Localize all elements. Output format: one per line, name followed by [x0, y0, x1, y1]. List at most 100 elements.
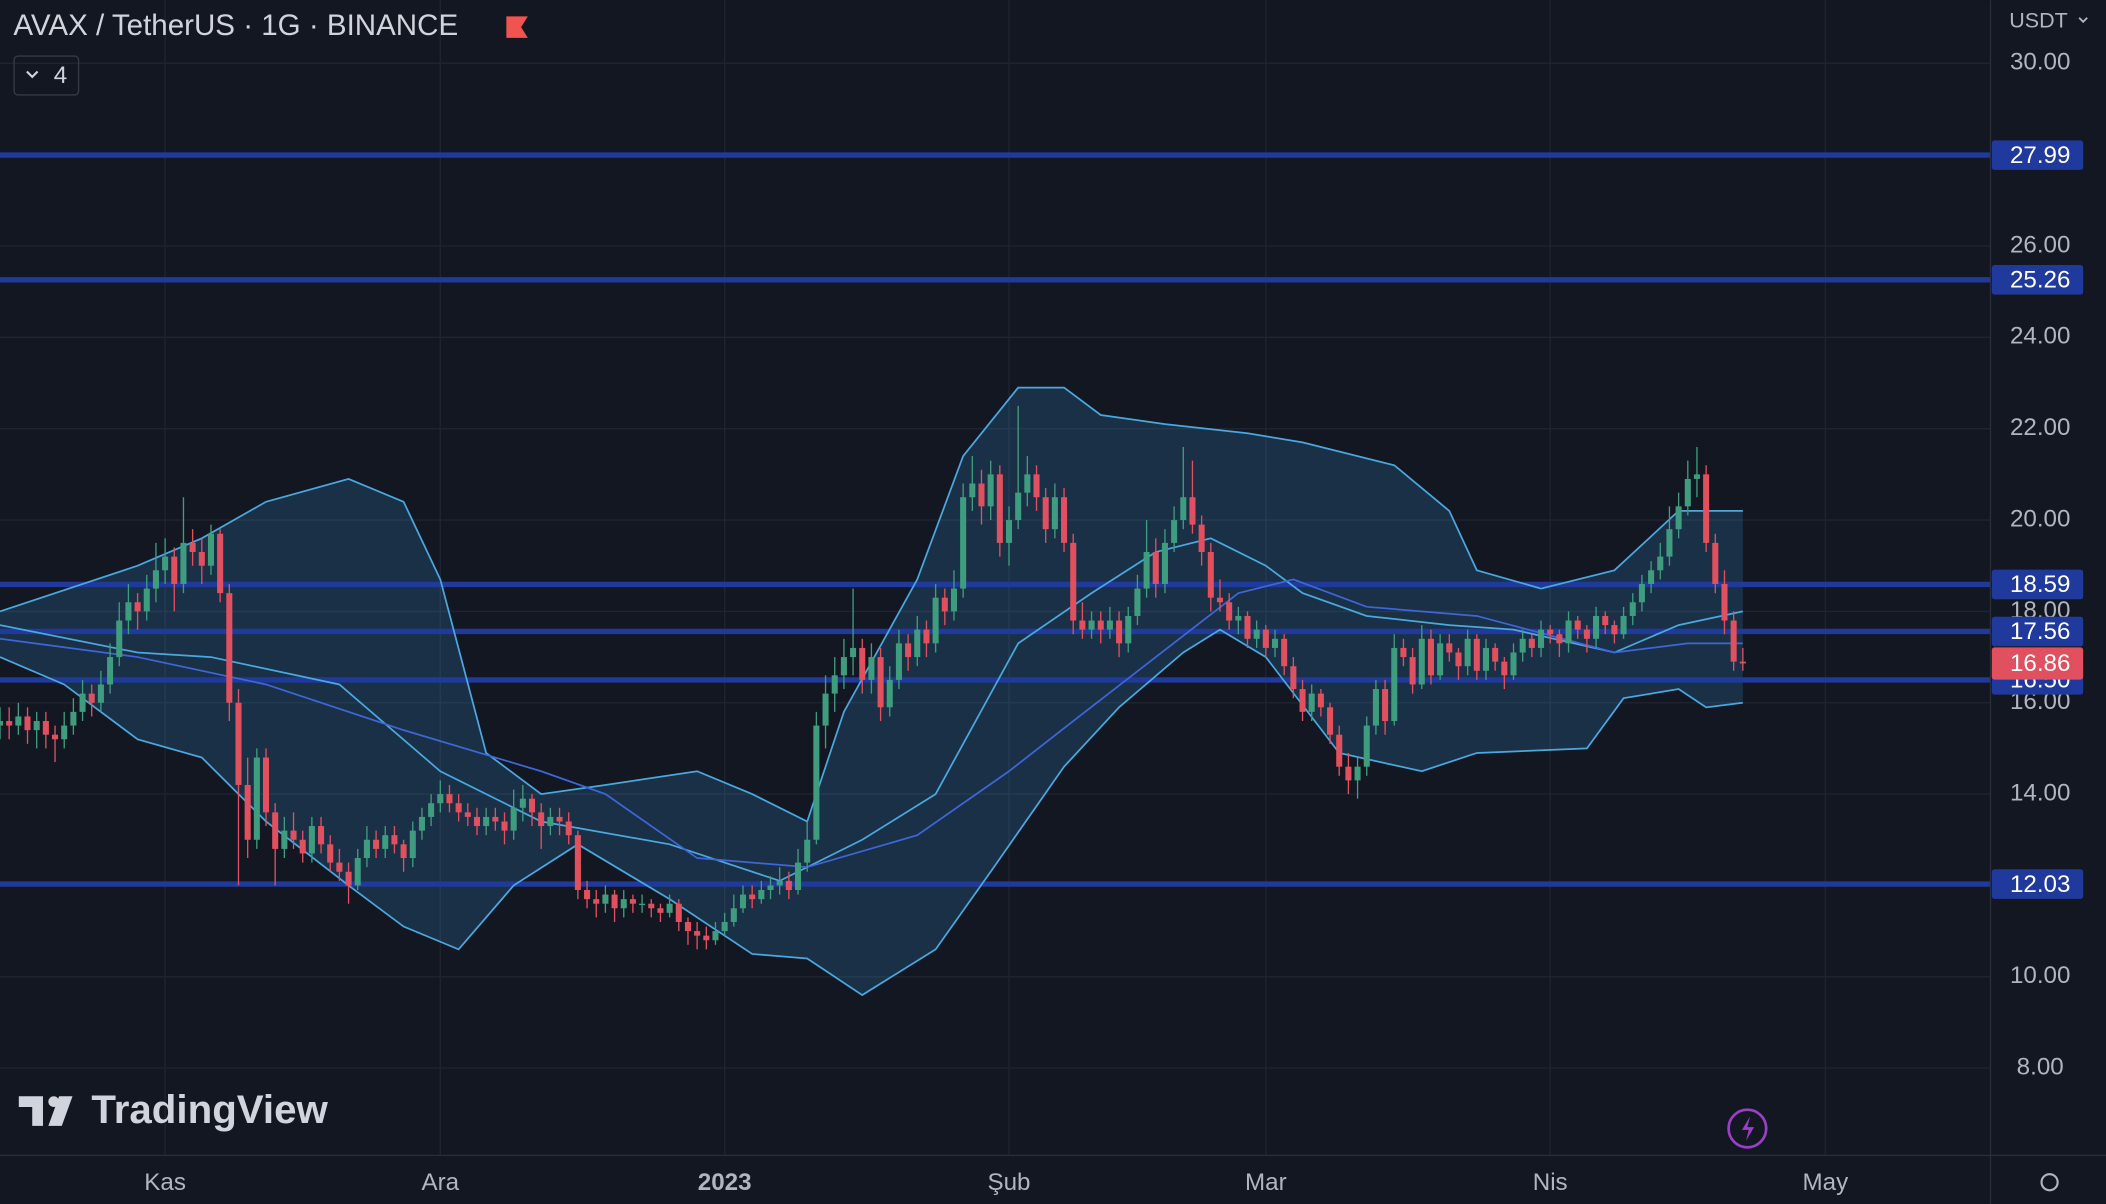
- candle-body: [556, 816, 563, 822]
- indicator-count: 4: [54, 62, 67, 89]
- candle-body: [1565, 620, 1572, 644]
- candle-body: [1042, 497, 1049, 530]
- flag-icon[interactable]: [506, 16, 528, 38]
- candle-body: [15, 716, 22, 726]
- y-tick-label: 26.00: [2010, 231, 2070, 258]
- candle-body: [1574, 620, 1581, 630]
- level-label-bg: [1991, 265, 2084, 295]
- candle-body: [281, 830, 288, 849]
- candle-body: [235, 702, 242, 785]
- candle-body: [1446, 643, 1453, 653]
- candle-body: [79, 693, 86, 712]
- candle-body: [1281, 638, 1288, 667]
- candle-body: [1161, 542, 1168, 584]
- candle-body: [400, 844, 407, 859]
- candle-body: [1473, 638, 1480, 671]
- candle-body: [207, 533, 215, 566]
- candle-body: [813, 725, 820, 840]
- candle-body: [1354, 766, 1361, 781]
- axes: 8.0010.0014.0016.0018.0020.0022.0024.002…: [144, 49, 2084, 1196]
- time-axis-panel: [0, 1155, 1991, 1204]
- candle-body: [1097, 620, 1104, 630]
- candle-body: [804, 839, 811, 863]
- candle-body: [1299, 689, 1306, 712]
- candle-body: [1528, 638, 1535, 648]
- candle-body: [694, 931, 701, 936]
- candle-body: [538, 812, 545, 827]
- candle-body: [620, 899, 627, 909]
- candle-body: [1345, 766, 1352, 781]
- candle-body: [455, 803, 462, 813]
- candle-body: [639, 903, 646, 906]
- candle-body: [1556, 634, 1563, 644]
- x-tick-label: Mar: [1245, 1169, 1287, 1196]
- candle-body: [501, 821, 508, 831]
- candle-body: [143, 588, 150, 612]
- candle-body: [1712, 542, 1719, 584]
- candle-body: [1372, 689, 1379, 726]
- candle-body: [6, 721, 13, 726]
- candle-body: [840, 657, 847, 676]
- level-label: 25.26: [2010, 267, 2070, 294]
- candle-body: [189, 542, 196, 553]
- candle-body: [1593, 615, 1600, 639]
- candle-body: [905, 643, 912, 658]
- indicators-toggle[interactable]: [13, 55, 80, 96]
- candle-body: [1648, 570, 1655, 584]
- candle-body: [1116, 620, 1123, 644]
- candle-body: [1427, 638, 1434, 676]
- candle-body: [1657, 556, 1664, 571]
- candle-body: [1070, 542, 1077, 621]
- candle-body: [1088, 620, 1095, 630]
- indicator-line: [0, 537, 1744, 882]
- candle-body: [1418, 638, 1425, 685]
- currency-selector[interactable]: USDT: [2009, 8, 2067, 32]
- candle-body: [1693, 474, 1700, 479]
- candle-body: [895, 643, 902, 680]
- candle-body: [611, 894, 618, 909]
- candle-body: [464, 812, 471, 817]
- level-label: 12.03: [2010, 871, 2070, 898]
- candle-body: [52, 734, 59, 740]
- candle-body: [1666, 529, 1673, 557]
- y-tick-label: 14.00: [2010, 779, 2070, 806]
- x-tick-label: May: [1803, 1169, 1850, 1196]
- price-axis-panel: [1990, 0, 2106, 1204]
- candle-body: [1244, 615, 1251, 639]
- candle-body: [33, 721, 40, 731]
- settings-button[interactable]: [2040, 1173, 2059, 1192]
- candle-body: [886, 679, 893, 708]
- candle-body: [1611, 625, 1618, 635]
- candle-body: [116, 620, 123, 658]
- y-tick-label: 22.00: [2010, 414, 2070, 441]
- watermark: TradingView: [18, 1087, 329, 1132]
- candle-body: [1262, 629, 1269, 648]
- candle-body: [822, 693, 829, 726]
- candle-body: [629, 899, 636, 904]
- candle-body: [1308, 693, 1315, 712]
- candle-body: [382, 835, 389, 849]
- candle-body: [960, 497, 967, 589]
- candle-body: [510, 807, 517, 831]
- candle-body: [125, 602, 132, 621]
- candle-body: [1253, 629, 1260, 639]
- indicator-line: [0, 628, 1743, 997]
- watermark-logo: [48, 1096, 60, 1108]
- candle-body: [1400, 647, 1407, 658]
- candle-body: [767, 885, 774, 891]
- candle-body: [721, 921, 728, 932]
- candle-body: [226, 593, 233, 703]
- symbol-title[interactable]: AVAX / TetherUS · 1G · BINANCE: [13, 9, 458, 42]
- candle-body: [528, 798, 536, 813]
- candle-body: [42, 721, 49, 735]
- candle-body: [648, 903, 655, 909]
- candle-body: [1464, 638, 1471, 667]
- candle-body: [1134, 588, 1141, 616]
- candle-body: [776, 880, 783, 886]
- alert-button[interactable]: [1727, 1108, 1768, 1149]
- candle-body: [391, 835, 398, 845]
- watermark-text: TradingView: [91, 1087, 328, 1132]
- candle-body: [1051, 497, 1058, 530]
- candle-body: [850, 647, 857, 658]
